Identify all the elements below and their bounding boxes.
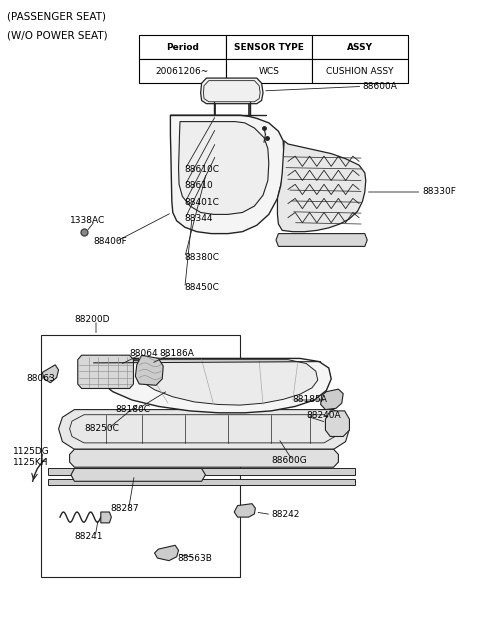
Text: 88600G: 88600G [271,456,307,465]
Text: 88250C: 88250C [84,424,119,433]
Polygon shape [89,358,331,413]
Text: SENSOR TYPE: SENSOR TYPE [234,43,304,52]
Polygon shape [321,389,343,410]
Polygon shape [135,355,163,385]
Polygon shape [179,122,269,214]
Text: 88287: 88287 [110,504,139,513]
Bar [226,60,312,83]
Bar [312,35,408,60]
Text: WCS: WCS [258,67,279,76]
Polygon shape [101,360,318,405]
Text: 1125DG: 1125DG [13,447,50,456]
Text: 20061206~: 20061206~ [156,67,209,76]
Text: (W/O POWER SEAT): (W/O POWER SEAT) [7,31,108,41]
Polygon shape [70,449,338,467]
Bar [139,35,226,60]
Polygon shape [277,141,366,232]
Text: 88450C: 88450C [185,284,220,292]
Text: 88380C: 88380C [185,253,220,262]
Text: 88610C: 88610C [185,165,220,174]
Text: 88400F: 88400F [94,237,127,246]
Polygon shape [42,365,59,383]
Polygon shape [59,410,349,449]
Text: 88344: 88344 [185,214,213,223]
Text: 88063: 88063 [26,374,55,383]
Polygon shape [170,115,284,234]
Bar [226,35,312,60]
Text: Period: Period [166,43,199,52]
Text: 88600A: 88600A [362,82,397,91]
Text: CUSHION ASSY: CUSHION ASSY [326,67,394,76]
Polygon shape [234,504,255,517]
Text: 88200D: 88200D [74,316,110,324]
Text: 1338AC: 1338AC [70,216,105,225]
Polygon shape [201,78,263,104]
Bar [139,60,226,83]
Text: (PASSENGER SEAT): (PASSENGER SEAT) [7,12,106,22]
Polygon shape [155,545,179,561]
Polygon shape [48,468,355,475]
Text: ASSY: ASSY [347,43,373,52]
Text: 88610: 88610 [185,181,214,190]
Polygon shape [48,479,355,485]
Bar [41,335,240,577]
Text: 88401C: 88401C [185,198,220,207]
Text: 88064: 88064 [130,349,158,358]
Polygon shape [276,234,367,246]
Polygon shape [71,468,205,481]
Polygon shape [101,512,111,523]
Text: 1125KH: 1125KH [13,458,49,467]
Text: 88186A: 88186A [159,349,194,358]
Text: 88185A: 88185A [293,396,328,404]
Polygon shape [325,411,349,436]
Text: 88180C: 88180C [115,405,150,414]
Text: 88240A: 88240A [306,412,341,420]
Text: 88241: 88241 [74,532,103,541]
Text: 88242: 88242 [271,510,300,519]
Polygon shape [78,355,133,388]
Bar [312,60,408,83]
Text: 88330F: 88330F [422,188,456,196]
Text: 88563B: 88563B [178,554,213,563]
